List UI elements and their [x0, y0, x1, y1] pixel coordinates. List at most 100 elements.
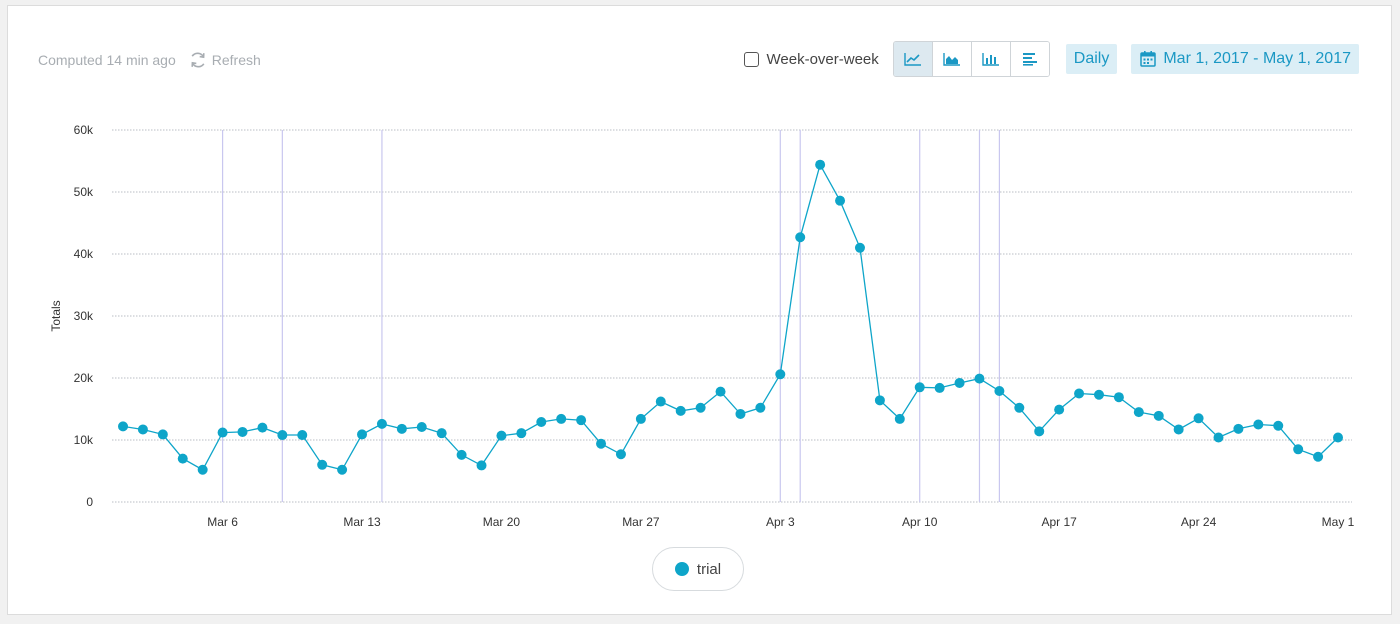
- view-switcher: [892, 41, 1050, 77]
- chart-controls: Week-over-week: [743, 41, 1359, 77]
- status-bar: Computed 14 min ago Refresh: [38, 50, 261, 70]
- x-tick-label: Apr 17: [1041, 515, 1077, 529]
- data-point: [1293, 444, 1304, 455]
- data-point: [1333, 432, 1343, 443]
- date-range-picker[interactable]: Mar 1, 2017 - May 1, 2017: [1131, 44, 1359, 74]
- data-point: [237, 426, 248, 437]
- data-point: [835, 195, 846, 206]
- data-point: [396, 423, 407, 434]
- y-tick-label: 30k: [74, 309, 94, 323]
- date-range-label: Mar 1, 2017 - May 1, 2017: [1163, 50, 1351, 67]
- bar-chart-icon: [982, 53, 999, 66]
- data-point: [615, 449, 626, 460]
- x-tick-label: Apr 3: [766, 515, 795, 529]
- x-tick-label: Apr 10: [902, 515, 938, 529]
- data-point: [416, 421, 427, 432]
- data-point: [1233, 423, 1244, 434]
- data-point: [217, 427, 228, 438]
- legend-item-trial[interactable]: trial: [652, 547, 744, 591]
- data-point: [974, 373, 985, 384]
- y-tick-label: 60k: [74, 123, 94, 137]
- data-point: [277, 430, 288, 441]
- data-point: [376, 418, 387, 429]
- data-point: [1273, 420, 1284, 431]
- data-point: [556, 413, 567, 424]
- data-point: [456, 449, 467, 460]
- gridlines: [112, 129, 1352, 503]
- data-point: [197, 464, 208, 475]
- data-point: [476, 460, 487, 471]
- data-point: [1113, 392, 1124, 403]
- area-chart-icon: [943, 53, 960, 66]
- y-tick-label: 20k: [74, 371, 94, 385]
- data-point: [854, 242, 865, 253]
- data-point: [695, 402, 706, 413]
- data-point: [934, 382, 945, 393]
- refresh-label: Refresh: [211, 52, 261, 68]
- data-point: [1253, 419, 1264, 430]
- area-view-button[interactable]: [931, 42, 971, 76]
- week-over-week-label: Week-over-week: [766, 50, 879, 68]
- data-point: [516, 428, 527, 439]
- data-point: [775, 369, 786, 380]
- data-point: [596, 438, 607, 449]
- data-point: [297, 430, 308, 441]
- data-point: [894, 413, 905, 424]
- y-axis: 0 10k 20k 30k 40k 50k 60k: [74, 123, 94, 509]
- calendar-icon: [1140, 51, 1157, 67]
- interval-label: Daily: [1073, 50, 1110, 67]
- data-point: [1054, 404, 1065, 415]
- data-point: [715, 386, 726, 397]
- chart-card: Computed 14 min ago Refresh Week-over-we…: [7, 5, 1392, 615]
- data-point: [795, 232, 806, 243]
- bar-view-button[interactable]: [970, 42, 1010, 76]
- data-point: [337, 464, 348, 475]
- computed-label: Computed 14 min ago: [38, 52, 176, 68]
- data-point: [635, 413, 646, 424]
- series-trial: [118, 159, 1343, 475]
- data-point: [874, 395, 885, 406]
- x-tick-label: Mar 6: [207, 515, 238, 529]
- data-point: [257, 422, 268, 433]
- data-point: [914, 382, 925, 393]
- legend-swatch: [674, 562, 689, 576]
- x-tick-label: Mar 20: [483, 515, 521, 529]
- y-tick-label: 50k: [74, 185, 94, 199]
- data-point: [1034, 426, 1045, 437]
- data-point: [755, 402, 766, 413]
- y-tick-label: 40k: [74, 247, 94, 261]
- table-view-button[interactable]: [1009, 42, 1049, 76]
- table-icon: [1022, 53, 1037, 66]
- data-point: [496, 430, 507, 441]
- data-point: [1153, 410, 1164, 421]
- data-point: [576, 415, 587, 426]
- data-point: [1014, 402, 1025, 413]
- line-view-button[interactable]: [893, 42, 932, 76]
- data-point: [1313, 451, 1324, 462]
- week-over-week-toggle[interactable]: Week-over-week: [743, 50, 879, 68]
- refresh-icon: [191, 52, 205, 68]
- data-point: [1133, 407, 1144, 418]
- y-tick-label: 0: [86, 495, 93, 509]
- legend-label: trial: [696, 560, 722, 578]
- data-point: [536, 417, 547, 428]
- x-axis: Mar 6 Mar 13 Mar 20 Mar 27 Apr 3 Apr 10 Apr 17…: [207, 515, 1354, 529]
- data-point: [1213, 432, 1224, 443]
- data-point: [317, 459, 328, 470]
- x-tick-label: Mar 13: [343, 515, 381, 529]
- series-line: [122, 162, 1339, 471]
- data-point: [1193, 413, 1204, 424]
- week-over-week-checkbox[interactable]: [743, 51, 759, 67]
- data-point: [137, 424, 148, 435]
- y-tick-label: 10k: [74, 433, 94, 447]
- data-point: [157, 429, 168, 440]
- data-point: [655, 396, 666, 407]
- data-point: [436, 428, 447, 439]
- data-point: [177, 453, 188, 464]
- refresh-button[interactable]: Refresh: [188, 50, 261, 70]
- data-point: [357, 429, 368, 440]
- interval-selector[interactable]: Daily: [1065, 44, 1118, 74]
- x-tick-label: Mar 27: [622, 515, 660, 529]
- data-point: [994, 386, 1005, 397]
